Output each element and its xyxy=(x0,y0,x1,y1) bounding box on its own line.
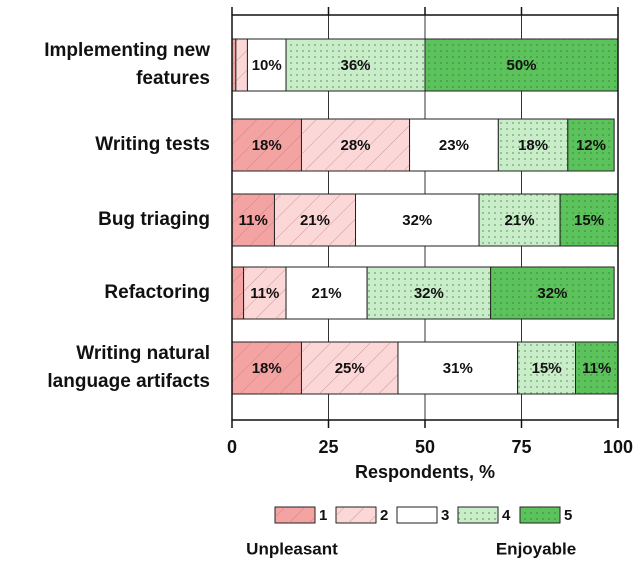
value-label: 18% xyxy=(252,137,282,154)
bar-pattern xyxy=(243,267,287,319)
legend-label: 3 xyxy=(441,507,449,524)
bar-segment xyxy=(285,266,368,320)
value-label: 32% xyxy=(414,285,444,302)
x-tick-label: 100 xyxy=(603,437,633,457)
bar-pattern xyxy=(232,39,236,91)
legend-swatch xyxy=(396,506,438,524)
value-label: 21% xyxy=(312,285,342,302)
category-label: Refactoring xyxy=(104,282,210,303)
bar-pattern xyxy=(490,267,615,319)
value-label: 12% xyxy=(576,137,606,154)
value-label: 21% xyxy=(505,212,535,229)
x-tick-label: 75 xyxy=(511,437,531,457)
bar-pattern xyxy=(575,342,618,394)
category-label: Implementing new features xyxy=(44,40,210,89)
value-label: 32% xyxy=(402,212,432,229)
value-label: 10% xyxy=(252,57,282,74)
value-label: 18% xyxy=(518,137,548,154)
value-label: 32% xyxy=(537,285,567,302)
bar-pattern xyxy=(232,267,244,319)
annotation: Enjoyable xyxy=(496,539,576,558)
bar-pattern xyxy=(567,119,615,171)
category-label: Writing tests xyxy=(95,134,210,155)
bar-pattern xyxy=(425,39,618,91)
value-label: 15% xyxy=(574,212,604,229)
bar-segment xyxy=(355,193,480,247)
plot-frame xyxy=(231,14,619,421)
x-tick-label: 0 xyxy=(227,437,237,457)
bar-pattern xyxy=(479,194,561,246)
bar-pattern xyxy=(232,119,302,171)
category-label: Writing natural language artifacts xyxy=(47,343,210,392)
bar-segment xyxy=(246,38,287,92)
bar-pattern xyxy=(560,194,618,246)
bar-segment xyxy=(409,118,499,172)
bar-pattern xyxy=(232,194,275,246)
value-label: 31% xyxy=(443,360,473,377)
bar-pattern xyxy=(286,39,425,91)
value-label: 18% xyxy=(252,360,282,377)
bar-pattern xyxy=(235,39,248,91)
category-label: Bug triaging xyxy=(98,209,210,230)
value-label: 36% xyxy=(341,57,371,74)
legend-label: 5 xyxy=(564,507,572,524)
annotation: Unpleasant xyxy=(246,539,338,558)
x-axis-label: Respondents, % xyxy=(355,462,495,482)
value-label: 21% xyxy=(300,212,330,229)
bar-pattern xyxy=(232,342,302,394)
value-label: 28% xyxy=(341,137,371,154)
value-label: 25% xyxy=(335,360,365,377)
legend-label: 4 xyxy=(502,507,511,524)
x-tick-label: 25 xyxy=(318,437,338,457)
legend-pattern xyxy=(520,507,560,523)
value-label: 50% xyxy=(506,57,536,74)
legend-pattern xyxy=(336,507,376,523)
value-label: 11% xyxy=(582,360,611,377)
value-label: 11% xyxy=(239,212,268,229)
bar-pattern xyxy=(274,194,356,246)
bar-pattern xyxy=(301,119,410,171)
value-label: 15% xyxy=(532,360,562,377)
bar-pattern xyxy=(517,342,576,394)
legend-pattern xyxy=(275,507,315,523)
bar-segment xyxy=(397,341,519,395)
x-tick-label: 50 xyxy=(415,437,435,457)
bar-pattern xyxy=(367,267,491,319)
legend-pattern xyxy=(458,507,498,523)
bar-pattern xyxy=(498,119,568,171)
value-label: 11% xyxy=(250,285,279,302)
bar-pattern xyxy=(301,342,398,394)
legend-label: 2 xyxy=(380,507,388,524)
legend-label: 1 xyxy=(319,507,327,524)
value-label: 23% xyxy=(439,137,469,154)
